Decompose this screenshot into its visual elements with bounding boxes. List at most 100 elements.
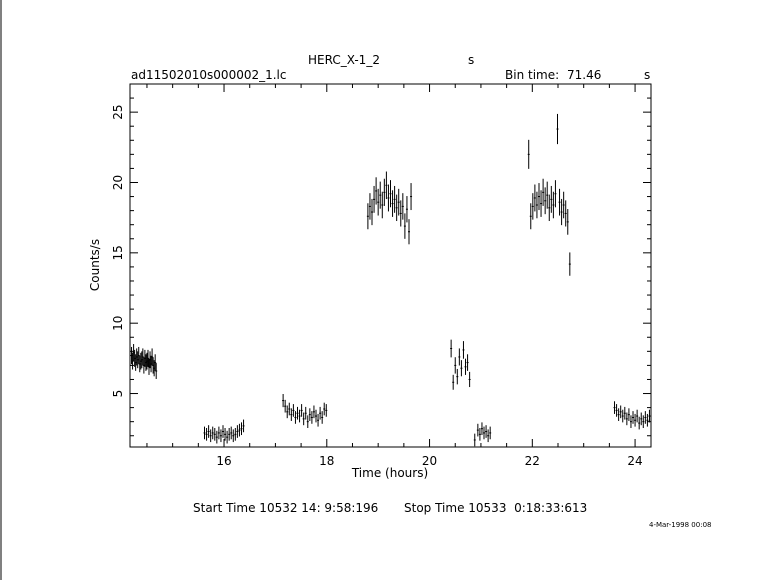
data-point xyxy=(298,409,301,423)
data-point xyxy=(317,413,320,427)
data-point xyxy=(292,404,295,417)
data-point xyxy=(319,406,322,420)
data-point xyxy=(468,371,471,388)
data-point xyxy=(552,191,555,219)
data-point xyxy=(304,406,307,420)
bin-time-unit: s xyxy=(644,68,651,82)
data-point xyxy=(542,178,545,206)
data-point xyxy=(371,198,374,226)
data-point xyxy=(323,402,326,416)
data-point xyxy=(325,404,328,417)
data-point xyxy=(154,354,157,371)
data-point xyxy=(568,252,571,276)
data-point xyxy=(282,394,285,408)
data-point xyxy=(450,339,453,358)
data-point xyxy=(533,184,536,212)
data-point xyxy=(629,415,632,429)
data-point xyxy=(381,191,384,219)
data-point xyxy=(389,180,392,208)
data-point xyxy=(228,428,231,441)
data-point xyxy=(284,399,287,413)
data-point xyxy=(613,401,616,414)
data-point xyxy=(300,404,303,417)
data-point xyxy=(207,425,210,438)
data-point xyxy=(401,193,404,220)
source-title: HERC_X-1_2 xyxy=(308,53,380,67)
data-point xyxy=(236,425,239,438)
data-point xyxy=(478,428,481,441)
data-point xyxy=(203,426,206,440)
data-point xyxy=(535,191,538,219)
data-point xyxy=(209,429,212,443)
data-point xyxy=(558,188,561,216)
data-point xyxy=(407,219,410,245)
data-point xyxy=(562,191,565,219)
data-point xyxy=(489,426,492,440)
y-axis-label: Counts/s xyxy=(88,239,102,291)
y-tick-label: 5 xyxy=(111,390,125,398)
data-point xyxy=(146,349,149,367)
data-point xyxy=(458,348,461,366)
data-point xyxy=(294,411,297,424)
data-point xyxy=(286,405,289,419)
data-point xyxy=(642,415,645,429)
y-tick-label: 25 xyxy=(111,104,125,119)
x-tick-label: 22 xyxy=(525,454,540,468)
data-point xyxy=(385,171,388,200)
data-point xyxy=(452,374,455,390)
x-tick-label: 24 xyxy=(627,454,642,468)
data-point xyxy=(379,181,382,209)
data-point xyxy=(387,184,390,212)
data-point xyxy=(395,194,398,222)
data-point xyxy=(617,408,620,421)
data-point xyxy=(634,413,637,427)
data-point xyxy=(211,426,214,440)
data-point xyxy=(483,426,486,440)
data-point xyxy=(232,429,235,443)
data-point xyxy=(221,425,224,438)
start-time: Start Time 10532 14: 9:58:196 xyxy=(193,501,379,515)
data-point xyxy=(238,423,241,437)
data-point xyxy=(473,433,476,447)
data-point xyxy=(466,354,469,371)
data-point xyxy=(399,200,402,227)
data-point xyxy=(213,428,216,441)
data-point xyxy=(368,193,371,220)
data-point xyxy=(529,203,532,230)
axis-tick-labels: 16 18 20 22 24 5 10 15 20 25 xyxy=(111,104,643,468)
data-point xyxy=(391,190,394,217)
data-point xyxy=(151,348,154,366)
plot-frame xyxy=(129,83,652,448)
data-point xyxy=(397,188,400,216)
data-point xyxy=(540,190,543,217)
data-point xyxy=(456,368,459,385)
data-point xyxy=(375,177,378,205)
data-point xyxy=(230,426,233,440)
data-point xyxy=(314,409,317,423)
bin-time-label: Bin time: xyxy=(505,68,560,82)
data-point xyxy=(623,406,626,420)
data-point xyxy=(619,405,622,419)
data-point xyxy=(625,412,628,426)
data-point xyxy=(554,180,557,208)
data-point xyxy=(296,406,299,420)
data-point xyxy=(480,422,483,436)
data-point xyxy=(544,187,547,215)
data-point xyxy=(615,404,618,417)
data-error-bars xyxy=(130,113,651,447)
data-point xyxy=(310,411,313,424)
x-axis-label: Time (hours) xyxy=(351,466,428,480)
data-point xyxy=(546,181,549,209)
data-point xyxy=(646,413,649,427)
data-point xyxy=(636,409,639,423)
data-point xyxy=(537,183,540,211)
data-point xyxy=(487,429,490,443)
data-point xyxy=(648,409,651,423)
data-point xyxy=(217,426,220,440)
data-point xyxy=(302,412,305,426)
data-point xyxy=(460,360,463,377)
data-point xyxy=(377,188,380,216)
data-point xyxy=(393,185,396,213)
data-point xyxy=(226,430,229,444)
